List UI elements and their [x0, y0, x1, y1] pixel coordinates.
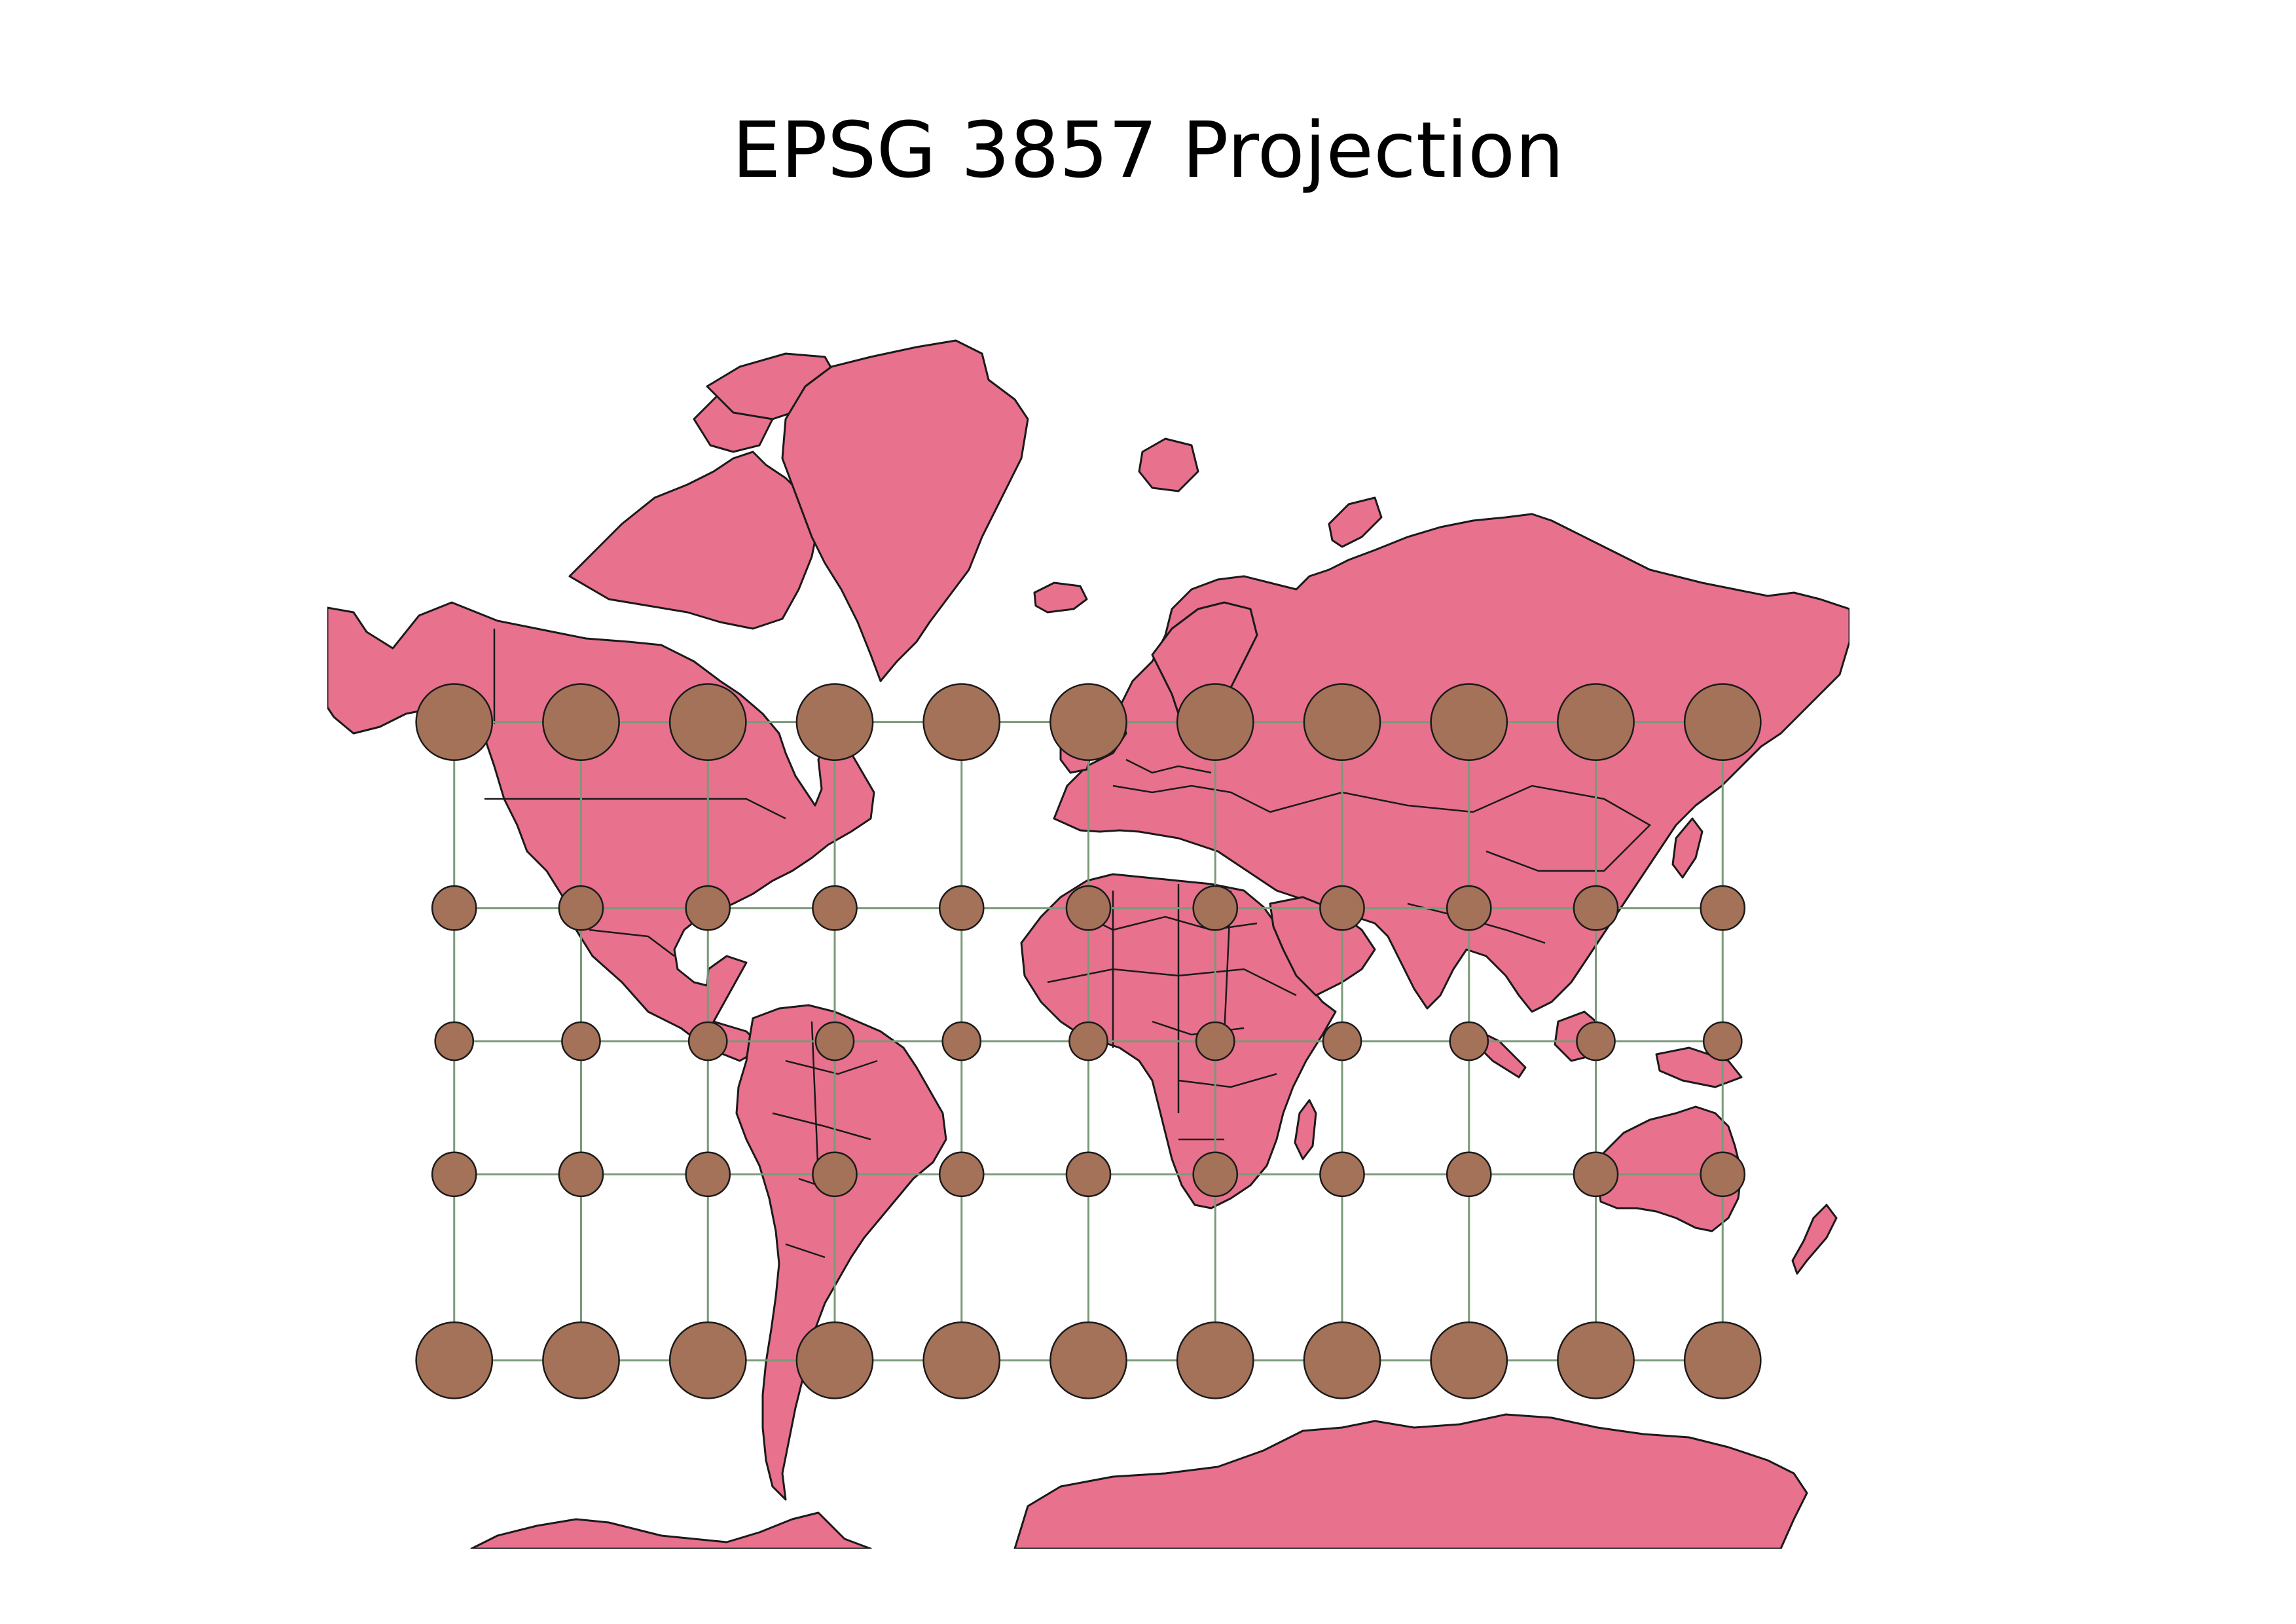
tissot-indicatrix	[816, 1022, 854, 1060]
tissot-indicatrix	[432, 1153, 476, 1196]
tissot-indicatrix	[1050, 1322, 1126, 1398]
tissot-indicatrix	[1066, 1153, 1110, 1196]
tissot-indicatrix	[797, 1322, 873, 1398]
landmass-new-zealand	[1793, 1205, 1836, 1274]
tissot-indicatrix	[1177, 1322, 1253, 1398]
tissot-indicatrix	[1576, 1022, 1614, 1060]
landmass-south-america	[737, 1005, 946, 1500]
landmass-svalbard	[1139, 439, 1198, 491]
tissot-indicatrix	[1558, 1322, 1633, 1398]
tissot-indicatrix	[924, 1322, 1000, 1398]
landmass-north-america	[327, 602, 874, 1061]
tissot-indicatrix	[1304, 684, 1380, 760]
landmass-novaya-zemlya	[1329, 498, 1381, 547]
tissot-indicatrix	[812, 886, 856, 930]
tissot-indicatrix	[924, 684, 1000, 760]
tissot-indicatrix	[812, 1153, 856, 1196]
tissot-indicatrix	[1685, 1322, 1760, 1398]
tissot-indicatrix	[435, 1022, 473, 1060]
tissot-indicatrix	[689, 1022, 727, 1060]
tissot-indicatrix	[1194, 886, 1237, 930]
tissot-indicatrix	[1320, 886, 1364, 930]
tissot-indicatrix	[1701, 1153, 1745, 1196]
tissot-indicatrix	[1066, 886, 1110, 930]
tissot-indicatrix	[1574, 886, 1618, 930]
tissot-indicatrix	[1431, 1322, 1507, 1398]
tissot-indicatrix	[543, 1322, 619, 1398]
tissot-indicatrix	[1685, 684, 1760, 760]
tissot-indicatrix	[1320, 1153, 1364, 1196]
tissot-indicatrix	[1323, 1022, 1361, 1060]
tissot-indicatrix	[1704, 1022, 1741, 1060]
landmass-greenland	[782, 341, 1028, 681]
tissot-indicatrix	[432, 886, 476, 930]
tissot-indicatrix	[939, 1153, 983, 1196]
tissot-indicatrix	[1558, 684, 1633, 760]
tissot-indicatrix	[670, 1322, 746, 1398]
tissot-indicatrix	[543, 684, 619, 760]
tissot-indicatrix	[562, 1022, 600, 1060]
tissot-indicatrix	[686, 1153, 730, 1196]
landmass-japan	[1673, 819, 1702, 877]
tissot-indicatrix	[1574, 1153, 1618, 1196]
tissot-indicatrix	[1447, 886, 1491, 930]
tissot-indicatrix	[1447, 1153, 1491, 1196]
tissot-indicatrix	[1431, 684, 1507, 760]
landmass-arctic-islands	[570, 452, 818, 629]
tissot-indicatrix	[939, 886, 983, 930]
landmass-antarctica-east	[1015, 1414, 1807, 1549]
tissot-indicatrix	[1701, 886, 1745, 930]
tissot-indicatrix	[1050, 684, 1126, 760]
tissot-indicatrix	[797, 684, 873, 760]
tissot-indicatrix	[559, 1153, 603, 1196]
tissot-indicatrix	[559, 886, 603, 930]
tissot-indicatrix	[1450, 1022, 1488, 1060]
tissot-indicatrix	[1194, 1153, 1237, 1196]
landmass-iceland	[1034, 583, 1087, 612]
tissot-indicatrix	[1196, 1022, 1234, 1060]
tissot-indicatrix	[1177, 684, 1253, 760]
tissot-indicatrix	[943, 1022, 981, 1060]
tissot-indicatrix	[670, 684, 746, 760]
tissot-indicatrix	[1304, 1322, 1380, 1398]
tissot-indicatrix	[686, 886, 730, 930]
tissot-indicatrix	[1069, 1022, 1107, 1060]
landmass-madagascar	[1295, 1100, 1316, 1159]
tissot-indicatrix	[416, 684, 492, 760]
tissot-indicatrix	[416, 1322, 492, 1398]
landmass-antarctica	[471, 1513, 871, 1549]
